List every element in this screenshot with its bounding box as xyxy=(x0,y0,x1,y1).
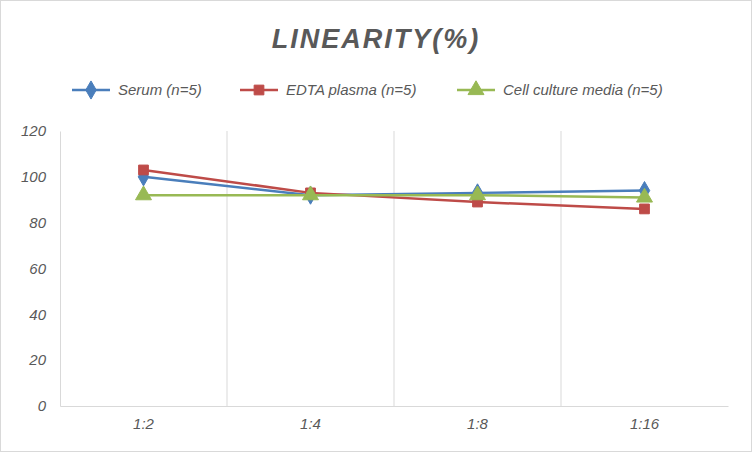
y-tick: 80 xyxy=(29,214,60,231)
marker xyxy=(640,204,650,214)
y-tick-label: 100 xyxy=(21,168,47,185)
y-tick: 20 xyxy=(28,351,60,368)
legend-item: Cell culture media (n=5) xyxy=(457,81,663,98)
x-tick-label: 1:16 xyxy=(630,415,660,432)
y-tick-label: 80 xyxy=(29,214,46,231)
y-tick: 0 xyxy=(38,397,60,414)
y-tick: 40 xyxy=(29,306,60,323)
marker xyxy=(303,186,319,200)
marker xyxy=(637,188,653,202)
title: LINEARITY(%) xyxy=(272,24,481,54)
y-tick-label: 60 xyxy=(29,260,46,277)
grid-line xyxy=(227,131,228,406)
background xyxy=(1,1,752,452)
y-tick-label: 20 xyxy=(28,351,46,368)
legend-label: Serum (n=5) xyxy=(118,81,202,98)
x-axis: 1:2 1:4 1:8 1:16 xyxy=(61,406,729,432)
y-tick-label: 120 xyxy=(21,122,47,139)
grid-line xyxy=(394,131,395,406)
plot-area xyxy=(136,165,653,214)
x-tick-label: 1:8 xyxy=(467,415,489,432)
y-tick: 100 xyxy=(21,168,60,185)
x-tick: 1:2 xyxy=(133,406,155,432)
legend-label: EDTA plasma (n=5) xyxy=(286,81,416,98)
chart: LINEARITY(%) 0 20 40 60 80 100 120 1:2 1:4 1:8 1:16… xyxy=(0,0,752,452)
series-line xyxy=(144,170,645,209)
legend-marker xyxy=(254,85,264,95)
x-axis-line xyxy=(61,406,729,407)
grid-line xyxy=(561,131,562,406)
x-tick: 1:4 xyxy=(300,406,321,432)
y-axis-line xyxy=(60,132,61,407)
y-tick: 60 xyxy=(29,260,60,277)
y-tick: 120 xyxy=(21,122,60,139)
legend-marker xyxy=(86,81,96,99)
marker xyxy=(139,165,149,175)
y-tick-label: 40 xyxy=(29,306,46,323)
x-tick: 1:8 xyxy=(467,406,489,432)
y-axis: 0 20 40 60 80 100 120 xyxy=(21,122,61,414)
series-line xyxy=(144,195,645,197)
x-tick-label: 1:4 xyxy=(300,415,321,432)
marker xyxy=(136,186,152,200)
legend-marker xyxy=(468,81,484,95)
y-tick-label: 0 xyxy=(38,397,47,414)
x-tick-label: 1:2 xyxy=(133,415,155,432)
legend-item: EDTA plasma (n=5) xyxy=(240,81,416,98)
legend: Serum (n=5) EDTA plasma (n=5) Cell culture… xyxy=(72,81,663,99)
legend-label: Cell culture media (n=5) xyxy=(503,81,663,98)
grid xyxy=(227,131,561,406)
legend-item: Serum (n=5) xyxy=(72,81,202,99)
x-tick: 1:16 xyxy=(630,406,660,432)
marker xyxy=(470,186,486,200)
